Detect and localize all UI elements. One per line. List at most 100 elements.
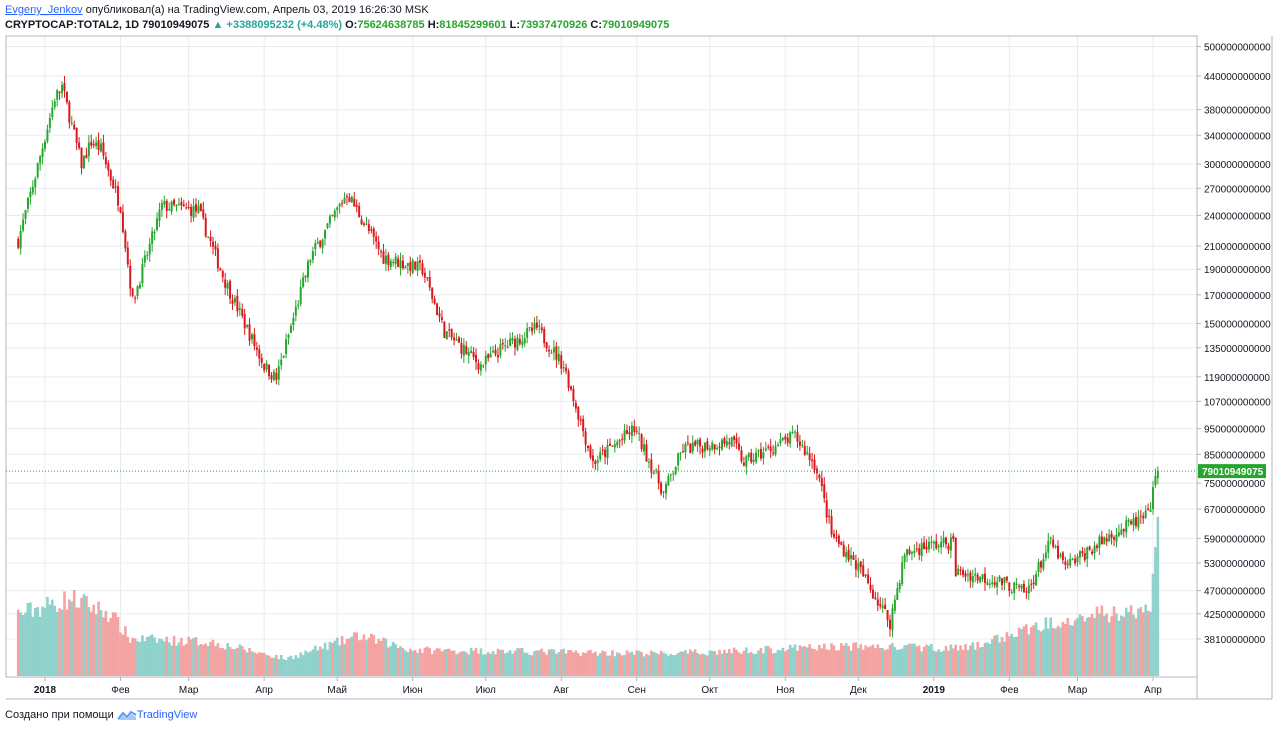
volume-bar xyxy=(589,649,592,676)
volume-bar xyxy=(642,656,646,676)
candle-body xyxy=(696,439,699,445)
candle-body xyxy=(798,441,801,446)
candle-body xyxy=(104,157,107,165)
candle-body xyxy=(669,474,672,476)
candle-body xyxy=(1098,536,1101,549)
volume-bar xyxy=(871,644,875,676)
volume-bar xyxy=(781,647,785,676)
volume-bar xyxy=(896,649,899,676)
candle-body xyxy=(209,236,212,242)
candle-body xyxy=(1137,516,1140,528)
volume-bar xyxy=(1056,625,1060,676)
volume-bar xyxy=(143,641,147,676)
candle-body xyxy=(46,129,49,142)
candle-body xyxy=(382,251,385,264)
volume-bar xyxy=(547,649,551,676)
candle-body xyxy=(272,371,275,381)
candle-body xyxy=(255,347,258,350)
candle-body xyxy=(126,247,129,265)
volume-bar xyxy=(664,653,668,676)
volume-bar xyxy=(1012,636,1016,676)
candle-body xyxy=(97,140,100,151)
volume-bar xyxy=(990,639,994,676)
candle-body xyxy=(981,574,984,580)
candle-body xyxy=(528,327,531,329)
candle-body xyxy=(263,364,266,371)
volume-bar xyxy=(21,614,25,676)
candle-body xyxy=(1015,583,1018,585)
volume-bar xyxy=(443,649,446,676)
x-tick-label: Мар xyxy=(179,685,199,696)
candle-body xyxy=(567,371,570,389)
volume-bar xyxy=(1102,615,1106,676)
volume-bar xyxy=(438,648,441,676)
x-tick-label: Фев xyxy=(1000,685,1018,696)
candle-body xyxy=(438,313,441,317)
price-chart[interactable]: 500000000000 440000000000 380000000000 3400… xyxy=(0,0,1280,700)
author-link[interactable]: Evgeny_Jenkov xyxy=(5,4,83,16)
candle-body xyxy=(643,444,646,452)
candle-body xyxy=(1078,551,1081,558)
candle-body xyxy=(226,283,229,289)
candle-body xyxy=(401,260,404,269)
volume-bar xyxy=(99,610,103,676)
volume-bar xyxy=(311,649,315,676)
volume-bar xyxy=(569,650,573,676)
candle-body xyxy=(767,446,770,448)
volume-bar xyxy=(520,647,524,676)
candle-body xyxy=(769,446,772,452)
volume-bar xyxy=(238,644,242,676)
volume-bar xyxy=(201,644,205,676)
candle-body xyxy=(781,437,784,440)
volume-bar xyxy=(1000,637,1004,676)
volume-bar xyxy=(301,655,305,676)
candle-body xyxy=(857,563,860,572)
volume-bar xyxy=(898,649,902,676)
volume-bar xyxy=(182,645,186,676)
candle-body xyxy=(153,231,156,234)
x-tick-label: Фев xyxy=(111,685,129,696)
volume-bar xyxy=(876,644,880,676)
candle-body xyxy=(711,442,714,450)
candle-body xyxy=(253,334,256,347)
volume-bar xyxy=(647,655,651,676)
symbol-name: CRYPTOCAP:TOTAL2, 1D xyxy=(5,19,140,31)
candle-body xyxy=(248,324,251,341)
volume-bar xyxy=(535,650,539,676)
candle-body xyxy=(682,451,685,453)
volume-bar xyxy=(309,651,312,676)
volume-bar xyxy=(119,632,122,676)
volume-bar xyxy=(111,612,115,676)
volume-bar xyxy=(603,651,607,676)
volume-bar xyxy=(1093,617,1096,676)
candle-body xyxy=(175,205,178,207)
candle-body xyxy=(750,452,753,463)
volume-bar xyxy=(964,644,967,676)
volume-bar xyxy=(525,652,529,676)
candle-body xyxy=(87,142,90,156)
volume-bar xyxy=(1061,621,1065,676)
volume-bar xyxy=(813,649,816,676)
candle-body xyxy=(684,444,687,453)
volume-bar xyxy=(1046,628,1050,676)
footer-brand[interactable]: TradingView xyxy=(136,709,198,721)
volume-bar xyxy=(937,649,941,676)
candle-body xyxy=(818,475,821,479)
volume-bar xyxy=(581,652,585,676)
volume-bar xyxy=(874,648,877,676)
volume-bar xyxy=(720,653,724,676)
candle-body xyxy=(587,445,590,449)
volume-bar xyxy=(245,652,249,676)
volume-bar xyxy=(94,614,98,676)
candle-body xyxy=(630,425,633,436)
candle-body xyxy=(1020,584,1023,589)
volume-bar xyxy=(555,653,558,676)
volume-bar xyxy=(978,647,982,676)
candle-body xyxy=(596,460,599,463)
candle-body xyxy=(945,537,948,545)
candle-body xyxy=(613,444,616,448)
volume-bar xyxy=(379,640,383,676)
candle-body xyxy=(757,450,760,452)
volume-bar xyxy=(399,646,402,676)
volume-bar xyxy=(43,607,47,676)
